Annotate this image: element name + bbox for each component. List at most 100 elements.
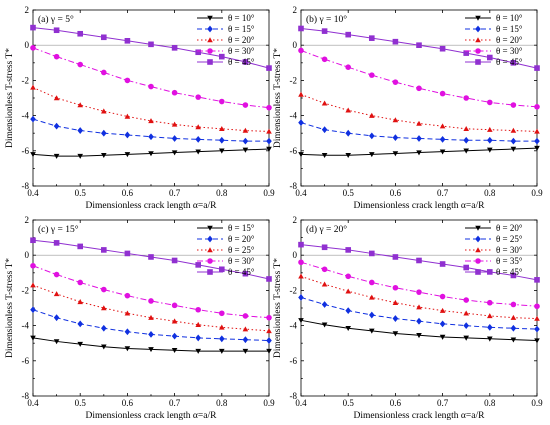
data-point (439, 320, 446, 328)
y-axis-label: Dimensionless T-stress T* (273, 48, 283, 148)
data-point (475, 48, 481, 54)
data-point (487, 136, 493, 144)
data-point (53, 339, 60, 345)
data-point (207, 48, 213, 54)
y-tick-label: -8 (290, 181, 298, 191)
data-point (298, 152, 304, 158)
x-tick-label: 0.6 (122, 188, 134, 198)
legend-item: θ = 15° (197, 24, 255, 34)
legend-item: θ = 45° (197, 57, 255, 67)
legend-item: θ = 20° (465, 35, 523, 45)
x-tick-label: 0.9 (263, 398, 275, 408)
data-point (266, 128, 272, 134)
series-3 (30, 282, 272, 334)
legend-item: θ = 30° (465, 245, 523, 255)
legend-label: θ = 20° (496, 223, 523, 233)
data-point (439, 261, 446, 267)
legend: θ = 10°θ = 15°θ = 20°θ = 30°θ = 45° (197, 13, 255, 67)
data-point (266, 104, 272, 111)
data-point (510, 301, 517, 308)
data-point (416, 317, 422, 325)
legend-item: θ = 20° (465, 223, 523, 233)
data-point (77, 61, 83, 68)
data-point (345, 288, 351, 294)
data-point (392, 331, 399, 337)
data-point (439, 149, 446, 155)
data-point (219, 98, 225, 105)
legend-label: θ = 20° (496, 35, 523, 45)
data-point (475, 59, 481, 65)
chart-panel-b: 0.4 0.5 0.6 0.7 0.8 0.9 -8 -6 -4 -2 0 2 Dimensionles… (273, 5, 543, 211)
y-tick-label: -4 (290, 321, 298, 331)
data-point (392, 134, 399, 141)
data-point (53, 122, 60, 130)
data-point (392, 315, 399, 322)
series-5 (30, 24, 272, 71)
data-point (53, 153, 60, 159)
chart-panel-a: 0.4 0.5 0.6 0.7 0.8 0.9 -8 -6 -4 -2 0 2 Dimensionles… (5, 5, 275, 211)
data-point (53, 314, 60, 322)
series-3 (298, 91, 540, 134)
data-point (321, 301, 328, 308)
data-point (219, 136, 225, 144)
data-point (416, 120, 422, 126)
legend-item: θ = 20° (197, 35, 255, 45)
data-point (345, 307, 351, 315)
data-point (30, 45, 36, 51)
data-point (345, 152, 351, 158)
data-point (475, 37, 481, 43)
data-point (369, 311, 375, 319)
legend-label: θ = 15° (228, 24, 255, 34)
panel-label: (b) γ = 10° (306, 14, 347, 25)
legend-label: θ = 25° (496, 234, 523, 244)
legend-item: θ = 30° (197, 46, 255, 56)
data-point (53, 95, 60, 101)
data-point (534, 104, 540, 110)
data-point (369, 35, 375, 41)
data-point (266, 65, 272, 71)
data-point (392, 38, 399, 45)
x-tick-label: 0.6 (122, 398, 134, 408)
data-point (369, 279, 375, 286)
data-point (77, 102, 83, 108)
data-point (101, 34, 107, 41)
x-tick-label: 0.7 (169, 188, 181, 198)
data-point (463, 335, 469, 341)
data-point (148, 41, 154, 48)
data-point (30, 335, 36, 341)
data-point (195, 306, 201, 313)
data-point (439, 90, 446, 97)
data-point (101, 247, 107, 253)
data-point (53, 271, 60, 278)
data-point (416, 42, 422, 48)
series-2 (298, 119, 540, 145)
data-point (171, 121, 178, 127)
data-point (463, 297, 470, 303)
data-point (171, 318, 178, 324)
legend-item: θ = 15° (465, 24, 523, 34)
x-tick-label: 0.9 (531, 188, 543, 198)
data-point (439, 334, 446, 340)
y-tick-label: 2 (293, 5, 298, 15)
data-point (195, 94, 201, 100)
x-axis-label: Dimensionless crack length α=a/R (354, 201, 486, 211)
data-point (242, 313, 249, 319)
data-point (53, 53, 60, 60)
data-point (195, 149, 201, 155)
legend-label: θ = 15° (228, 223, 255, 233)
data-point (439, 45, 446, 52)
legend-label: θ = 30° (496, 245, 523, 255)
series-1 (30, 335, 272, 354)
data-point (369, 112, 375, 118)
series-4 (298, 259, 540, 310)
data-point (534, 145, 540, 151)
data-point (321, 322, 328, 328)
series-line (32, 47, 270, 109)
legend-label: θ = 10° (228, 13, 255, 23)
legend-item: θ = 25° (465, 234, 523, 244)
series-line (32, 86, 270, 132)
legend-item: θ = 30° (465, 46, 523, 56)
data-point (392, 117, 399, 123)
y-tick-label: -2 (290, 75, 298, 85)
